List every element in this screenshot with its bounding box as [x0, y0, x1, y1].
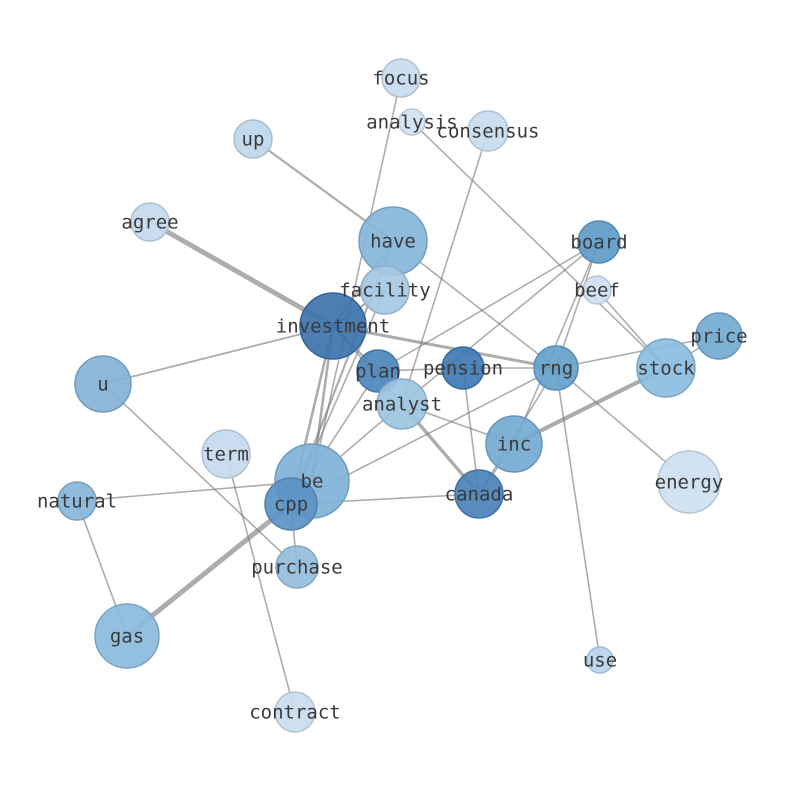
edge-investment-rng — [331, 324, 558, 370]
node-board — [577, 220, 621, 264]
node-label-price: price — [690, 326, 747, 348]
node-term — [201, 429, 251, 479]
node-label-agree: agree — [121, 212, 178, 234]
edge-agree-investment — [147, 219, 336, 329]
node-beef — [582, 275, 612, 305]
node-label-up: up — [242, 129, 265, 151]
node-contract — [274, 691, 316, 733]
node-label-cpp: cpp — [274, 494, 308, 516]
node-label-consensus: consensus — [437, 121, 540, 143]
nodes-layer — [57, 58, 743, 733]
node-u — [74, 355, 132, 413]
node-label-analyst: analyst — [362, 394, 442, 416]
edge-natural-be — [76, 480, 313, 502]
node-price — [695, 312, 743, 360]
node-pension — [441, 346, 485, 390]
node-canada — [454, 469, 504, 519]
node-label-purchase: purchase — [251, 557, 343, 579]
node-label-stock: stock — [637, 358, 695, 380]
node-label-natural: natural — [37, 491, 117, 513]
node-consensus — [467, 110, 509, 152]
edge-board-plan — [377, 241, 600, 372]
node-analyst — [376, 378, 428, 430]
node-natural — [57, 481, 97, 521]
edge-rng-price — [555, 335, 720, 369]
node-label-plan: plan — [355, 361, 401, 383]
node-analysis — [398, 108, 426, 136]
node-label-have: have — [370, 231, 416, 253]
node-label-pension: pension — [423, 358, 503, 380]
node-label-facility: facility — [339, 280, 431, 302]
node-label-canada: canada — [445, 484, 514, 506]
node-label-use: use — [583, 650, 617, 672]
node-investment — [299, 292, 367, 360]
node-facility — [360, 265, 410, 315]
node-label-rng: rng — [539, 358, 573, 380]
node-label-investment: investment — [276, 316, 390, 338]
node-inc — [485, 415, 543, 473]
node-rng — [533, 345, 579, 391]
node-label-board: board — [570, 232, 627, 254]
node-agree — [130, 202, 170, 242]
node-purchase — [275, 545, 319, 589]
edge-board-inc — [513, 241, 600, 445]
node-use — [586, 646, 614, 674]
node-label-inc: inc — [497, 434, 531, 456]
node-up — [233, 119, 273, 159]
node-label-gas: gas — [110, 626, 144, 648]
edge-u-investment — [102, 325, 334, 385]
node-gas — [94, 603, 160, 669]
edge-board-analyst — [401, 241, 600, 405]
node-cpp — [264, 477, 318, 531]
node-focus — [381, 58, 421, 98]
edge-rng-use — [555, 367, 601, 661]
edge-u-purchase — [102, 383, 298, 568]
node-label-term: term — [203, 444, 249, 466]
node-label-focus: focus — [372, 68, 429, 90]
edge-gas-cpp — [124, 501, 294, 639]
node-label-energy: energy — [655, 472, 724, 494]
edge-term-contract — [225, 453, 296, 713]
node-energy — [657, 450, 721, 514]
node-plan — [356, 349, 400, 393]
node-label-beef: beef — [574, 280, 620, 302]
node-stock — [636, 338, 696, 398]
node-label-be: be — [301, 471, 324, 493]
node-label-u: u — [97, 374, 108, 396]
node-label-contract: contract — [249, 702, 341, 724]
edge-analysis-stock — [411, 121, 667, 369]
node-label-analysis: analysis — [366, 112, 458, 134]
edge-consensus-analyst — [401, 130, 489, 405]
